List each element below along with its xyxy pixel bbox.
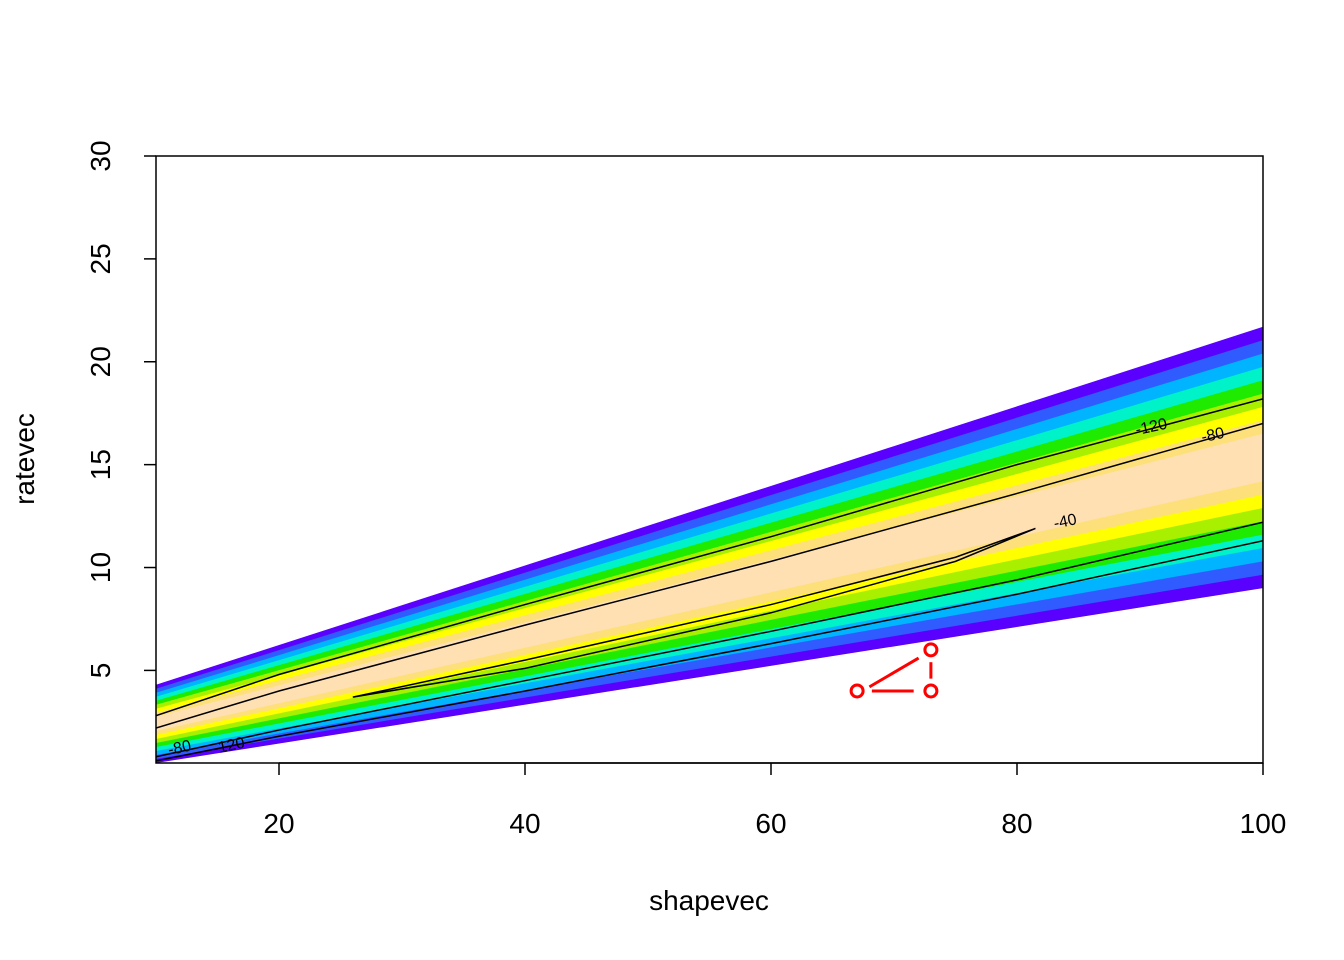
y-axis-label: ratevec	[9, 413, 40, 505]
y-tick-label-30: 30	[85, 140, 116, 171]
contour-label-0: -40	[1052, 511, 1078, 532]
x-tick-label-20: 20	[263, 808, 294, 839]
x-tick-label-100: 100	[1240, 808, 1287, 839]
y-axis: 5 10 15 20 25 30	[85, 140, 156, 678]
overlay-points	[849, 642, 939, 699]
x-axis-label: shapevec	[649, 885, 769, 916]
contour-label-3: -80	[167, 738, 193, 759]
contour-band-8	[156, 433, 1263, 732]
overlay-point-0	[849, 683, 865, 699]
x-tick-label-60: 60	[755, 808, 786, 839]
overlay-point-1	[923, 683, 939, 699]
contour-line--80-lower	[156, 521, 1263, 758]
y-tick-label-10: 10	[85, 552, 116, 583]
contour-line--120-upper	[156, 398, 1263, 717]
y-tick-label-25: 25	[85, 243, 116, 274]
contour-line--120-lower	[156, 540, 1263, 762]
contour-label-1: -80	[1200, 425, 1226, 446]
x-tick-label-80: 80	[1001, 808, 1032, 839]
y-tick-label-5: 5	[85, 663, 116, 679]
contour-labels: -40 -80 -120 -80 -120	[167, 416, 1226, 759]
x-tick-label-40: 40	[509, 808, 540, 839]
x-axis: 20 40 60 80 100	[263, 762, 1287, 839]
contour-lines	[156, 398, 1263, 762]
contour-label-2: -120	[1134, 416, 1169, 439]
y-tick-label-20: 20	[85, 346, 116, 377]
overlay-segment-0	[868, 656, 920, 689]
filled-contour-bands	[156, 326, 1263, 763]
contour-label-4: -120	[211, 735, 246, 758]
y-tick-label-15: 15	[85, 449, 116, 480]
contour-line--40	[352, 527, 1036, 698]
contour-line--80-upper	[156, 422, 1263, 729]
overlay-point-2	[923, 642, 939, 658]
